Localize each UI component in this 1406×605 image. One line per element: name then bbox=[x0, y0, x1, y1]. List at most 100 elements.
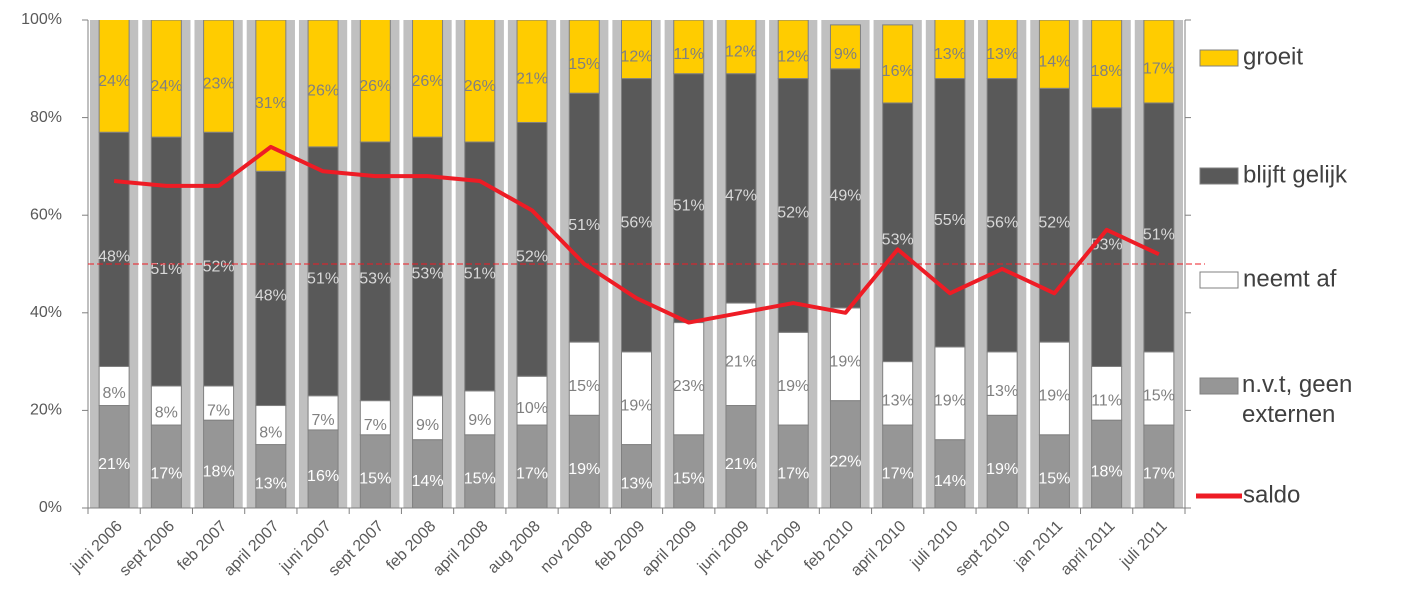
value-label: 15% bbox=[673, 471, 705, 488]
bar-segment bbox=[621, 78, 652, 353]
legend-swatch bbox=[1199, 49, 1239, 67]
value-label: 19% bbox=[620, 397, 652, 414]
value-label: 19% bbox=[986, 461, 1018, 478]
value-label: 17% bbox=[882, 466, 914, 483]
bar-segment bbox=[673, 434, 705, 508]
x-tick-label: juni 2009 bbox=[694, 518, 753, 577]
value-label: 15% bbox=[568, 378, 600, 395]
x-tick-label: okt 2009 bbox=[750, 518, 806, 574]
value-label: 9% bbox=[468, 412, 491, 429]
value-label: 13% bbox=[882, 393, 914, 410]
bar-segment bbox=[1143, 351, 1175, 426]
value-label: 51% bbox=[464, 266, 496, 283]
x-tick-label: sept 2010 bbox=[952, 518, 1014, 580]
bar-segment bbox=[621, 444, 652, 508]
value-label: 48% bbox=[255, 288, 287, 305]
bar-segment bbox=[516, 424, 548, 508]
value-label: 8% bbox=[259, 424, 282, 441]
legend-label: groeit bbox=[1243, 43, 1303, 70]
legend-label: n.v.t, geen externen bbox=[1242, 371, 1352, 428]
bar-segment bbox=[829, 24, 861, 70]
bar-segment bbox=[829, 68, 861, 309]
bar-segment bbox=[673, 322, 705, 436]
bar-segment bbox=[150, 424, 182, 508]
value-label: 17% bbox=[777, 466, 809, 483]
bar-segment bbox=[464, 141, 496, 392]
legend-label: blijft gelijk bbox=[1243, 161, 1348, 188]
value-label: 12% bbox=[620, 48, 652, 65]
bar-segment bbox=[307, 429, 339, 508]
bar-segment bbox=[986, 351, 1018, 416]
value-label: 23% bbox=[673, 378, 705, 395]
bar-segment bbox=[882, 102, 914, 363]
bar-segment bbox=[934, 439, 966, 508]
y-tick-label: 80% bbox=[30, 109, 62, 126]
value-label: 7% bbox=[207, 402, 230, 419]
value-label: 15% bbox=[1038, 471, 1070, 488]
bar-segment bbox=[1091, 20, 1123, 109]
value-label: 47% bbox=[725, 188, 757, 205]
value-label: 56% bbox=[620, 214, 652, 231]
legend-label: saldo bbox=[1243, 481, 1300, 508]
bar-segment bbox=[359, 141, 391, 402]
bar-segment bbox=[829, 400, 861, 508]
bar-segment bbox=[516, 20, 548, 123]
bar-segment bbox=[359, 434, 391, 508]
value-label: 13% bbox=[986, 46, 1018, 63]
bar-segment bbox=[568, 20, 600, 94]
bar-segment bbox=[621, 351, 652, 446]
bar-segment bbox=[621, 20, 652, 80]
value-label: 17% bbox=[1143, 61, 1175, 78]
value-label: 9% bbox=[416, 417, 439, 434]
bar-segment bbox=[412, 395, 444, 441]
bar-segment bbox=[359, 400, 391, 436]
value-label: 17% bbox=[150, 466, 182, 483]
line-series bbox=[113, 144, 1160, 325]
bar-segment bbox=[516, 121, 548, 377]
bar-segment bbox=[934, 20, 966, 80]
bar-segment bbox=[255, 170, 287, 407]
bar-segment bbox=[1091, 419, 1123, 508]
bar-segment bbox=[882, 361, 914, 426]
value-label: 14% bbox=[934, 473, 966, 490]
value-label: 17% bbox=[516, 466, 548, 483]
bar-segment bbox=[725, 73, 757, 304]
x-tick-label: april 2008 bbox=[430, 518, 492, 580]
value-label: 19% bbox=[1038, 388, 1070, 405]
bar-segment bbox=[1143, 20, 1175, 104]
bar-segment bbox=[568, 341, 600, 416]
value-label: 26% bbox=[359, 78, 391, 95]
y-tick-label: 40% bbox=[30, 304, 62, 321]
value-label: 51% bbox=[673, 197, 705, 214]
value-label: 21% bbox=[516, 70, 548, 87]
value-label: 23% bbox=[203, 75, 235, 92]
value-label: 13% bbox=[255, 475, 287, 492]
bar-segment bbox=[150, 385, 182, 426]
value-label: 26% bbox=[412, 73, 444, 90]
value-label: 17% bbox=[1143, 466, 1175, 483]
bar-segment bbox=[986, 78, 1018, 353]
y-tick-label: 60% bbox=[30, 206, 62, 223]
value-label: 15% bbox=[568, 56, 600, 73]
x-tick-label: april 2010 bbox=[848, 518, 910, 580]
bar-segment bbox=[98, 131, 130, 367]
value-label: 12% bbox=[725, 44, 757, 61]
value-label: 7% bbox=[364, 417, 387, 434]
bar-segment bbox=[1143, 424, 1175, 508]
value-label: 16% bbox=[307, 468, 339, 485]
bar-segment bbox=[725, 20, 757, 75]
value-label: 31% bbox=[255, 95, 287, 112]
value-label: 18% bbox=[1091, 63, 1123, 80]
value-label: 26% bbox=[307, 83, 339, 100]
bar-segment bbox=[307, 20, 339, 148]
bar-segment bbox=[1038, 87, 1070, 343]
bar-segment bbox=[673, 20, 705, 75]
value-label: 7% bbox=[312, 412, 335, 429]
bar-segment bbox=[203, 20, 235, 133]
x-tick-label: sept 2006 bbox=[116, 518, 178, 580]
x-tick-label: juli 2011 bbox=[1117, 518, 1171, 572]
value-label: 53% bbox=[359, 271, 391, 288]
value-label: 9% bbox=[834, 46, 857, 63]
y-tick-label: 20% bbox=[30, 402, 62, 419]
